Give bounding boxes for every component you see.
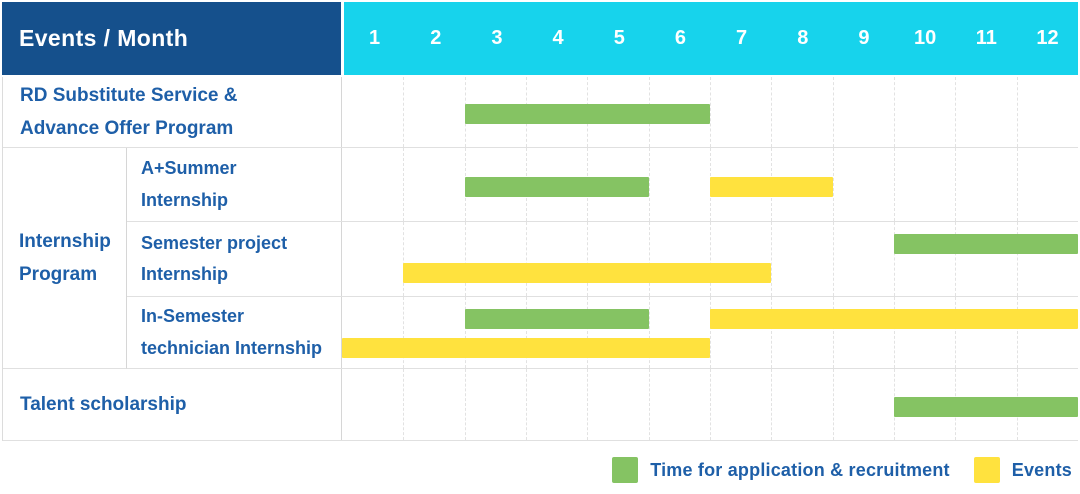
- row-label-talent-scholarship: Talent scholarship: [3, 369, 342, 440]
- table-row-a-summer: A+Summer Internship: [127, 148, 1078, 222]
- legend-swatch-yellow: [973, 457, 1000, 483]
- month-header-cell: 8: [797, 27, 809, 49]
- month-gridline: [771, 369, 773, 440]
- gantt-bar-events: [710, 309, 1078, 329]
- month-header-cell: 7: [736, 27, 748, 49]
- timeline-rd-substitute: [342, 77, 1078, 147]
- month-gridline: [464, 297, 466, 368]
- table-rowgroup-internship-program: Internship Program A+Summer Internship S…: [3, 148, 1078, 369]
- month-gridline: [1016, 222, 1018, 296]
- events-month-table: Events / Month 1 2 3 4 5 6 7 8 9 10 11 12 RD Substi…: [2, 2, 1078, 441]
- month-gridline: [894, 297, 895, 368]
- month-gridline: [710, 369, 711, 440]
- month-gridline: [771, 297, 773, 368]
- month-gridline: [832, 148, 834, 221]
- month-gridline: [832, 77, 834, 147]
- month-gridline: [710, 77, 711, 147]
- table-header: Events / Month 1 2 3 4 5 6 7 8 9 10 11 12: [2, 2, 1078, 75]
- month-gridline: [587, 369, 589, 440]
- gantt-bar-events: [342, 338, 710, 358]
- month-gridline: [464, 222, 466, 296]
- month-gridline: [526, 297, 527, 368]
- month-header-cell: 11: [975, 27, 997, 49]
- header-title-cell: Events / Month: [2, 2, 341, 75]
- month-gridline: [648, 369, 650, 440]
- month-gridline: [894, 222, 895, 296]
- month-gridline: [955, 148, 957, 221]
- month-header-cell: 2: [430, 27, 442, 49]
- month-gridline: [955, 297, 957, 368]
- month-header-cell: 6: [674, 27, 686, 49]
- gantt-bar-application: [464, 176, 649, 197]
- month-gridline: [587, 222, 589, 296]
- month-gridline: [771, 222, 773, 296]
- row-label-a-summer: A+Summer Internship: [127, 148, 342, 221]
- gantt-bar-application: [894, 396, 1078, 417]
- month-gridline: [955, 77, 957, 147]
- month-gridline: [403, 297, 405, 368]
- month-gridline: [648, 297, 650, 368]
- legend-swatch-green: [612, 457, 639, 483]
- month-gridline: [894, 77, 895, 147]
- legend-item-events: Events: [973, 457, 1072, 483]
- row-label-rd-substitute: RD Substitute Service & Advance Offer Pr…: [3, 77, 342, 147]
- month-header-cell: 5: [613, 27, 625, 49]
- month-gridline: [526, 369, 527, 440]
- table-row-talent-scholarship: Talent scholarship: [3, 369, 1078, 441]
- internship-subrows: A+Summer Internship Semester project Int…: [127, 148, 1078, 369]
- month-gridline: [710, 297, 711, 368]
- header-title: Events / Month: [19, 25, 189, 51]
- month-gridline: [403, 77, 405, 147]
- legend-label-application: Time for application & recruitment: [650, 459, 950, 480]
- legend-label-events: Events: [1011, 459, 1072, 480]
- month-gridline: [526, 222, 527, 296]
- legend-item-application: Time for application & recruitment: [612, 457, 950, 483]
- month-gridline: [710, 222, 711, 296]
- legend: Time for application & recruitment Event…: [612, 454, 1072, 486]
- group-label-internship-program: Internship Program: [3, 148, 127, 369]
- month-gridline: [403, 369, 405, 440]
- month-gridline: [1016, 148, 1018, 221]
- gantt-bar-application: [464, 104, 710, 124]
- month-header-cell: 10: [914, 27, 937, 49]
- month-gridline: [464, 369, 466, 440]
- month-gridline: [955, 222, 957, 296]
- gantt-bar-application: [894, 234, 1078, 254]
- month-gridline: [771, 77, 773, 147]
- month-header-cell: 3: [491, 27, 503, 49]
- month-gridline: [832, 222, 834, 296]
- timeline-a-summer: [342, 148, 1078, 221]
- timeline-semester-project: [342, 222, 1078, 296]
- month-gridline: [894, 148, 895, 221]
- month-gridline: [648, 148, 650, 221]
- month-gridline: [403, 148, 405, 221]
- table-row-rd-substitute: RD Substitute Service & Advance Offer Pr…: [3, 77, 1078, 148]
- month-gridline: [648, 222, 650, 296]
- month-gridline: [1016, 77, 1018, 147]
- timeline-talent-scholarship: [342, 369, 1078, 440]
- month-gridline: [587, 297, 589, 368]
- gantt-bar-events: [403, 263, 772, 283]
- month-gridline: [403, 222, 405, 296]
- timeline-in-semester: [342, 297, 1078, 368]
- month-header-cell: 1: [369, 27, 381, 49]
- month-gridline: [832, 369, 834, 440]
- month-gridline: [1016, 297, 1018, 368]
- table-row-semester-project: Semester project Internship: [127, 222, 1078, 297]
- row-label-semester-project: Semester project Internship: [127, 222, 342, 296]
- month-gridline: [832, 297, 834, 368]
- table-body: RD Substitute Service & Advance Offer Pr…: [2, 77, 1078, 441]
- gantt-bar-events: [710, 176, 833, 197]
- row-label-in-semester: In-Semester technician Internship: [127, 297, 342, 368]
- table-row-in-semester: In-Semester technician Internship: [127, 297, 1078, 369]
- month-header-cell: 9: [858, 27, 870, 49]
- month-header-cell: 12: [1036, 27, 1059, 49]
- gantt-bar-application: [464, 309, 649, 329]
- month-header-row: 1 2 3 4 5 6 7 8 9 10 11 12: [344, 2, 1078, 75]
- month-header-cell: 4: [552, 27, 564, 49]
